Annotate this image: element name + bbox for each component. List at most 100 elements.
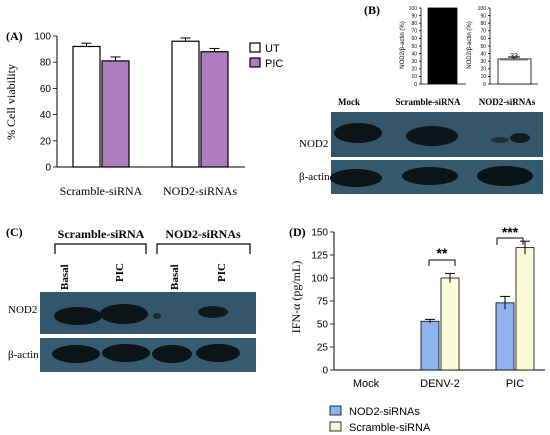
chart-a-y-tick-label: 80: [40, 58, 52, 69]
chart-b-left-y-tick-label: 30: [411, 59, 417, 65]
chart-a-bar-ut: [72, 45, 101, 168]
band: [54, 307, 102, 325]
chart-b-left-y-tick-label: 100: [409, 6, 418, 12]
chart-d-bar: [420, 320, 440, 371]
blot-c-lane-label: PIC: [114, 263, 126, 282]
chart-a-y-tick-label: 60: [40, 84, 52, 95]
chart-b-right-y-axis-label: NOD2/β-actin (%): [467, 21, 473, 68]
blot-c-row-label-nod2: NOD2: [8, 304, 37, 316]
chart-b-right-y-tick-label: 70: [480, 29, 486, 35]
chart-d-y-tick-label: 75: [317, 297, 329, 308]
blot-b: Mock Scramble-siRNA NOD2-siRNAs NOD2 β-a…: [299, 97, 543, 194]
chart-a-legend-swatch-ut: [249, 42, 261, 53]
chart-b-right-y-tick-label: 50: [480, 44, 486, 50]
band: [102, 344, 150, 362]
blot-b-row-label-nod2: NOD2: [299, 138, 328, 150]
chart-a-y-axis-label: % Cell viability: [4, 64, 18, 140]
chart-b-left-y-tick-label: 20: [411, 67, 417, 73]
chart-a-bar-pic: [101, 60, 130, 168]
chart-d-bar: [515, 247, 535, 371]
chart-d-y-tick-label: 100: [311, 274, 328, 285]
chart-d-legend-swatch-nod2: [329, 405, 342, 416]
chart-a-x-tick-label: Scramble-siRNA: [60, 184, 143, 198]
band: [52, 345, 100, 363]
chart-b-right-y-tick-label: 10: [480, 74, 486, 80]
chart-b-right-y-tick-label: 90: [480, 13, 486, 19]
chart-d-x-tick-label: PIC: [506, 378, 524, 390]
chart-a-y-tick-label: 0: [45, 163, 51, 174]
chart-b-right-y-tick-label: 0: [483, 82, 486, 88]
chart-d-legend-label-nod2: NOD2-siRNAs: [349, 406, 420, 418]
chart-d-legend-label-scramble: Scramble-siRNA: [349, 422, 431, 434]
chart-b-left-y-tick-label: 40: [411, 51, 417, 57]
chart-b-right-data-label: 33: [510, 53, 518, 60]
chart-b-right-y-tick-label: 80: [480, 21, 486, 27]
chart-b-right-y-tick-label: 20: [480, 67, 486, 73]
band: [334, 123, 382, 143]
chart-b-left-y-tick-label: 80: [411, 21, 417, 27]
chart-b-right-y-tick-label: 30: [480, 59, 486, 65]
chart-b-right-bar: [497, 58, 532, 85]
panel-label-a: (A): [6, 29, 23, 43]
chart-a-y-tick-label: 20: [40, 136, 52, 147]
chart-b-left-y-tick-label: 60: [411, 36, 417, 42]
chart-d-y-tick-label: 50: [317, 320, 329, 331]
band: [196, 344, 240, 362]
chart-d-significance-label: **: [437, 245, 448, 261]
chart-d: IFN-α (pg/mL) 0 25 50 75 100 125 150 Mock DENV…: [289, 224, 545, 434]
panel-label-c: (C): [6, 225, 23, 239]
chart-d-significance-bracket: [428, 259, 456, 266]
chart-b-right-y-tick-label: 60: [480, 36, 486, 42]
chart-d-y-tick-label: 150: [311, 228, 328, 239]
chart-a-legend-swatch-pic: [249, 57, 261, 68]
blot-c-group-label-scramble: Scramble-siRNA: [58, 227, 145, 241]
band: [491, 137, 509, 143]
band: [406, 126, 458, 146]
band: [198, 306, 228, 318]
blot-c-lane-label: Basal: [59, 264, 71, 290]
panel-label-b: (B): [364, 3, 380, 17]
chart-a-bar-pic: [200, 51, 229, 168]
band: [330, 169, 382, 187]
blot-c-lane-label: Basal: [169, 264, 181, 290]
chart-b-left-y-tick-label: 0: [414, 82, 417, 88]
band: [510, 133, 530, 143]
band: [100, 304, 148, 324]
chart-d-y-tick-label: 0: [322, 366, 328, 377]
blot-c-lane-label: PIC: [216, 263, 228, 282]
chart-b-left-y-axis-label: NOD2/β-actin (%): [400, 21, 406, 68]
chart-b-left-y-tick-label: 50: [411, 44, 417, 50]
chart-a-legend-label-ut: UT: [265, 43, 280, 55]
band: [477, 166, 533, 186]
blot-c-row-label-actin: β-actin: [8, 349, 39, 361]
chart-a-y-tick-label: 100: [34, 32, 51, 43]
chart-b-left-y-tick-label: 70: [411, 29, 417, 35]
chart-b-left-y-tick-label: 90: [411, 13, 417, 19]
chart-d-bar: [440, 277, 460, 371]
chart-d-y-tick-label: 25: [317, 343, 329, 354]
chart-d-bar: [495, 302, 515, 371]
chart-b-right: NOD2/β-actin (%) 0102030405060708090100 …: [467, 6, 538, 88]
chart-a-legend-label-pic: PIC: [265, 58, 283, 70]
chart-a-bar-ut: [171, 40, 200, 168]
panel-label-d: (D): [289, 225, 306, 239]
chart-d-legend-swatch-scramble: [329, 421, 342, 432]
blot-c: Scramble-siRNA NOD2-siRNAs Basal PIC Bas…: [8, 227, 256, 372]
chart-a-x-tick-label: NOD2-siRNAs: [163, 184, 237, 198]
chart-d-x-tick-label: Mock: [353, 378, 380, 390]
chart-a-y-tick-label: 40: [40, 110, 52, 121]
chart-b-right-y-tick-label: 100: [478, 6, 487, 12]
chart-d-y-axis-label: IFN-α (pg/mL): [289, 261, 303, 334]
blot-b-lane-label-nod2: NOD2-siRNAs: [479, 97, 536, 107]
chart-b-left-y-tick-label: 10: [411, 74, 417, 80]
blot-c-group-bracket: [54, 243, 147, 254]
band: [402, 167, 458, 185]
blot-b-row-label-actin: β-actin: [299, 171, 330, 183]
band: [153, 313, 161, 319]
band: [152, 345, 192, 363]
chart-b-right-y-tick-label: 40: [480, 51, 486, 57]
blot-c-group-bracket: [156, 243, 251, 254]
chart-d-significance-label: ***: [502, 224, 519, 240]
